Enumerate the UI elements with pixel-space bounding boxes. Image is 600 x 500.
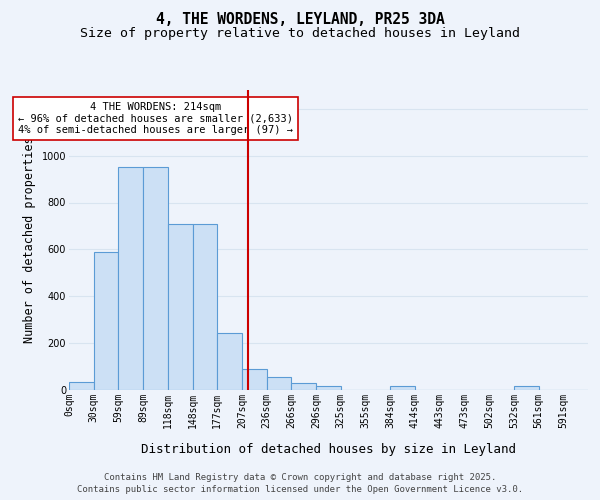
Bar (69, 382, 94, 390)
Text: Contains HM Land Registry data © Crown copyright and database right 2025.: Contains HM Land Registry data © Crown c… (104, 472, 496, 482)
Bar (292, 383, 316, 390)
Bar (118, 168, 143, 390)
Bar (514, 386, 539, 390)
Bar (217, 332, 242, 390)
Text: Size of property relative to detached houses in Leyland: Size of property relative to detached ho… (80, 28, 520, 40)
Text: Contains public sector information licensed under the Open Government Licence v3: Contains public sector information licen… (77, 485, 523, 494)
Y-axis label: Number of detached properties: Number of detached properties (23, 136, 36, 344)
Bar (316, 386, 341, 390)
Bar (242, 369, 267, 390)
Bar (390, 386, 415, 390)
Text: 4 THE WORDENS: 214sqm
← 96% of detached houses are smaller (2,633)
4% of semi-de: 4 THE WORDENS: 214sqm ← 96% of detached … (18, 102, 293, 135)
Bar (168, 224, 193, 390)
Bar (193, 224, 217, 390)
Text: Distribution of detached houses by size in Leyland: Distribution of detached houses by size … (142, 442, 516, 456)
Bar (143, 168, 168, 390)
Text: 4, THE WORDENS, LEYLAND, PR25 3DA: 4, THE WORDENS, LEYLAND, PR25 3DA (155, 12, 445, 28)
Bar (94, 252, 118, 390)
Bar (267, 377, 292, 390)
